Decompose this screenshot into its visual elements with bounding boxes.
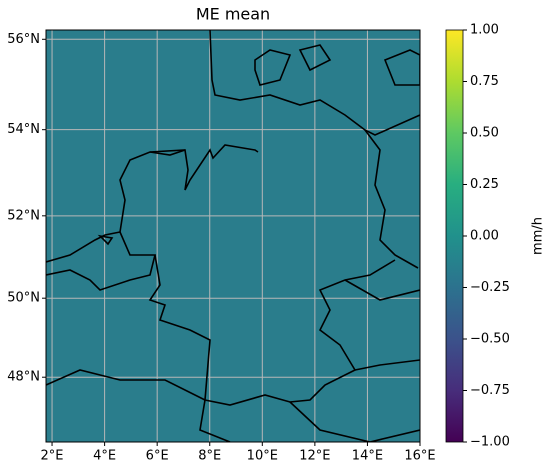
y-tick-label: 56°N — [7, 32, 40, 47]
colorbar-tick-label: −1.00 — [470, 435, 510, 450]
coastlines — [46, 30, 420, 442]
colorbar-tick-label: 0.50 — [470, 126, 499, 141]
colorbar-tick-label: 0.00 — [470, 229, 499, 244]
map-frame — [45, 29, 421, 443]
x-tick-label: 8°E — [198, 449, 221, 464]
x-tick-label: 2°E — [41, 449, 64, 464]
colorbar-tick-label: 0.25 — [470, 177, 499, 192]
colorbar-tick-label: 0.75 — [470, 74, 499, 89]
x-tick-label: 4°E — [93, 449, 116, 464]
colorbar-label: mm/h — [531, 217, 546, 255]
x-tick-label: 12°E — [299, 449, 330, 464]
y-tick-label: 52°N — [7, 208, 40, 223]
colorbar-tick-label: −0.25 — [470, 280, 510, 295]
x-tick-label: 14°E — [352, 449, 383, 464]
colorbar-tick-label: −0.75 — [470, 383, 510, 398]
y-tick-label: 48°N — [7, 370, 40, 385]
y-tick-label: 54°N — [7, 122, 40, 137]
x-tick-label: 16°E — [404, 449, 435, 464]
colorbar-tick-label: 1.00 — [470, 23, 499, 38]
colorbar — [445, 29, 464, 443]
x-tick-label: 6°E — [146, 449, 169, 464]
x-tick-label: 10°E — [247, 449, 278, 464]
colorbar-tick-label: −0.50 — [470, 332, 510, 347]
y-tick-label: 50°N — [7, 291, 40, 306]
chart-title: ME mean — [196, 5, 270, 24]
